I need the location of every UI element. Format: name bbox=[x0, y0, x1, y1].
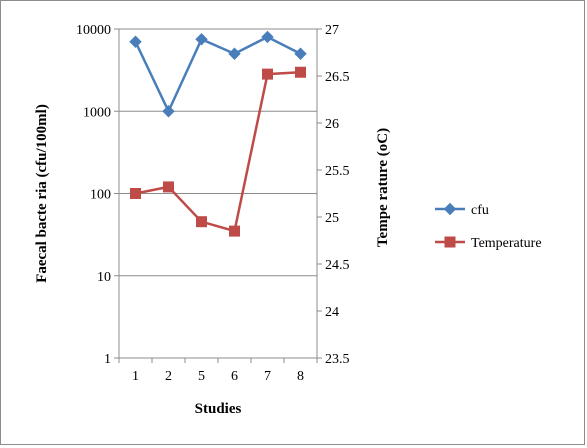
gridlines bbox=[119, 28, 317, 359]
data-point-cfu bbox=[129, 35, 142, 48]
legend-item-cfu: cfu bbox=[435, 202, 489, 218]
left-tick-label: 10000 bbox=[76, 23, 111, 38]
x-tick-label: 7 bbox=[264, 369, 271, 384]
legend-marker bbox=[443, 202, 457, 216]
data-point-temperature bbox=[130, 188, 141, 199]
right-tick-label: 23.5 bbox=[325, 352, 350, 367]
series-line-cfu bbox=[134, 35, 302, 115]
right-tick-label: 27 bbox=[325, 23, 339, 38]
series-temperature bbox=[130, 66, 306, 237]
right-axis-tick-labels: 23.5 24 24.5 25 25.5 26 26.5 27 bbox=[325, 23, 350, 367]
legend-label: cfu bbox=[471, 203, 489, 218]
x-tick-label: 1 bbox=[132, 369, 139, 384]
x-axis-title: Studies bbox=[195, 401, 242, 417]
axes bbox=[114, 28, 322, 363]
left-axis-title: Faecal bacte ria (cfu/100ml) bbox=[34, 104, 50, 283]
left-tick-label: 1000 bbox=[83, 105, 111, 120]
data-point-temperature bbox=[163, 181, 174, 193]
x-tick-label: 2 bbox=[165, 369, 172, 384]
left-tick-label: 100 bbox=[90, 188, 111, 203]
data-point-temperature bbox=[295, 66, 306, 78]
data-point-temperature bbox=[196, 216, 207, 228]
series-layer bbox=[129, 30, 307, 237]
series-cfu bbox=[129, 30, 307, 118]
data-point-cfu bbox=[162, 105, 175, 118]
legend-marker bbox=[444, 236, 456, 248]
right-tick-label: 25.5 bbox=[325, 164, 350, 179]
legend-item-temperature: Temperature bbox=[435, 236, 542, 251]
left-tick-label: 1 bbox=[104, 352, 111, 367]
legend-label: Temperature bbox=[471, 236, 542, 251]
data-point-cfu bbox=[261, 30, 274, 44]
data-point-cfu bbox=[228, 47, 241, 60]
right-tick-label: 24 bbox=[325, 305, 339, 320]
x-tick-label: 6 bbox=[231, 369, 238, 384]
data-point-cfu bbox=[195, 33, 208, 46]
legend: cfu Temperature bbox=[435, 202, 542, 251]
data-point-temperature bbox=[229, 225, 240, 237]
data-point-temperature bbox=[262, 68, 273, 80]
right-tick-label: 25 bbox=[325, 211, 339, 226]
x-tick-label: 8 bbox=[297, 369, 304, 384]
right-tick-label: 24.5 bbox=[325, 258, 350, 273]
x-tick-label: 5 bbox=[198, 369, 205, 384]
x-axis-tick-labels: 1 2 5 6 7 8 bbox=[132, 369, 304, 384]
left-axis-tick-labels: 1 10 100 1000 10000 bbox=[76, 23, 111, 367]
data-point-cfu bbox=[294, 47, 307, 60]
right-tick-label: 26 bbox=[325, 117, 339, 132]
right-tick-label: 26.5 bbox=[325, 70, 350, 85]
left-tick-label: 10 bbox=[97, 270, 111, 285]
right-axis-title: Tempe rature (oC) bbox=[375, 128, 391, 247]
